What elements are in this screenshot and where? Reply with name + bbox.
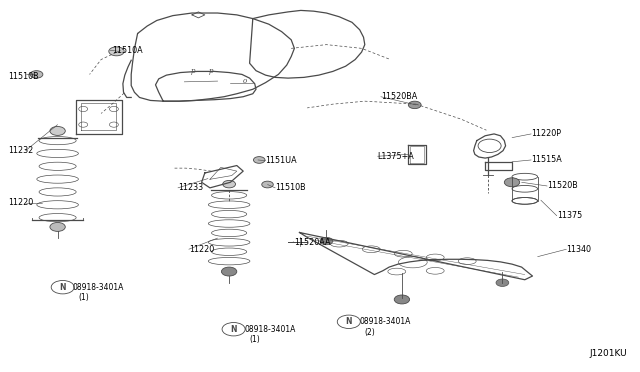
Circle shape	[50, 126, 65, 135]
Text: 11220: 11220	[8, 198, 33, 207]
Text: 11515A: 11515A	[531, 155, 562, 164]
Text: 11232: 11232	[8, 146, 33, 155]
Text: 11220: 11220	[189, 245, 214, 254]
Text: 11220P: 11220P	[531, 129, 561, 138]
Text: 11510B: 11510B	[8, 72, 38, 81]
Circle shape	[408, 101, 421, 109]
Circle shape	[50, 222, 65, 231]
Text: (2): (2)	[365, 328, 376, 337]
Text: 11340: 11340	[566, 245, 591, 254]
Text: p: p	[209, 67, 214, 76]
Text: N: N	[60, 283, 66, 292]
Text: 11520AA: 11520AA	[294, 238, 331, 247]
Circle shape	[504, 178, 520, 187]
Text: J1201KU: J1201KU	[589, 349, 627, 358]
Text: 11520B: 11520B	[547, 182, 578, 190]
Text: N: N	[230, 325, 237, 334]
Text: 11233: 11233	[178, 183, 203, 192]
Text: 08918-3401A: 08918-3401A	[360, 317, 411, 326]
Text: (1): (1)	[78, 293, 89, 302]
Circle shape	[221, 267, 237, 276]
Text: (1): (1)	[250, 335, 260, 344]
Text: 11520BA: 11520BA	[381, 92, 417, 101]
Circle shape	[262, 181, 273, 188]
Text: p: p	[191, 67, 196, 76]
Text: N: N	[346, 317, 352, 326]
Circle shape	[496, 279, 509, 286]
Text: 11375: 11375	[557, 211, 582, 220]
Text: 08918-3401A: 08918-3401A	[244, 325, 296, 334]
Circle shape	[109, 47, 124, 56]
Circle shape	[223, 180, 236, 188]
Text: L1375+A: L1375+A	[378, 152, 414, 161]
Circle shape	[253, 157, 265, 163]
Text: 11510A: 11510A	[112, 46, 143, 55]
Text: 1151UA: 1151UA	[266, 156, 297, 165]
Circle shape	[30, 71, 43, 78]
Circle shape	[394, 295, 410, 304]
Text: o: o	[243, 77, 246, 85]
Circle shape	[320, 237, 333, 245]
Text: 08918-3401A: 08918-3401A	[73, 283, 124, 292]
Text: 11510B: 11510B	[275, 183, 306, 192]
